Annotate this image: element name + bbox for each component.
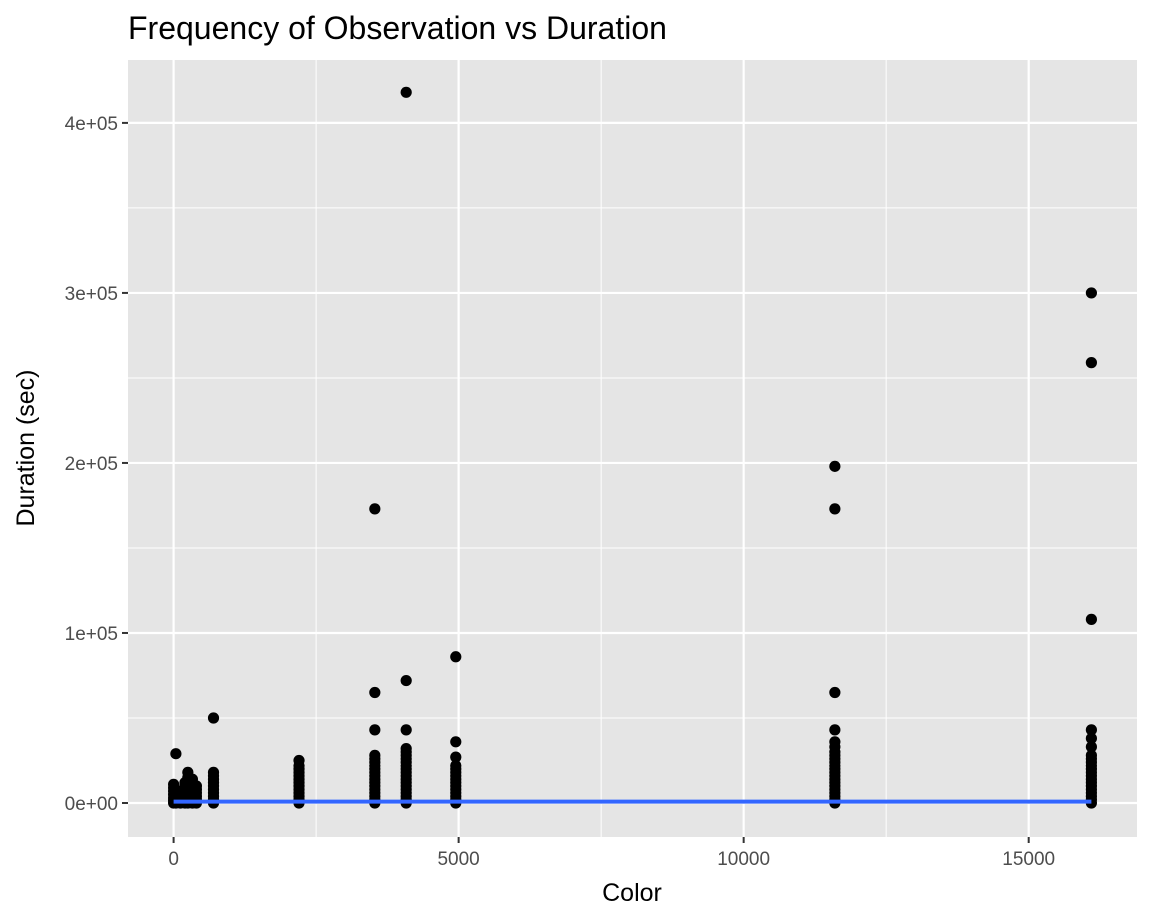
y-tick-label: 4e+05 [65, 114, 118, 135]
data-point [207, 766, 220, 778]
data-point [829, 460, 841, 472]
data-point [400, 86, 412, 98]
y-tick-label: 0e+00 [65, 794, 118, 815]
data-point [450, 751, 462, 763]
x-tick-label: 0 [168, 849, 179, 870]
data-point [369, 724, 381, 736]
y-axis-title: Duration (sec) [12, 370, 40, 527]
x-tick-label: 15000 [1002, 849, 1055, 870]
data-point [1085, 732, 1097, 744]
data-point [1085, 749, 1097, 761]
data-point [450, 651, 462, 663]
data-point [450, 759, 462, 772]
data-point [369, 749, 381, 761]
x-axis-ticks: 0 5000 10000 15000 [168, 837, 1055, 870]
data-point [829, 686, 841, 699]
data-point [1085, 613, 1097, 625]
data-point [207, 712, 220, 724]
data-point [829, 724, 841, 736]
data-point [1085, 287, 1097, 299]
x-axis-title: Color [602, 879, 662, 907]
y-tick-label: 1e+05 [65, 624, 118, 645]
data-point [1085, 741, 1097, 753]
x-tick-label: 5000 [437, 849, 479, 870]
plot-panel [128, 60, 1137, 837]
data-point [400, 724, 412, 736]
data-point [829, 503, 841, 515]
y-axis-ticks: 0e+00 1e+05 2e+05 3e+05 4e+05 [65, 114, 128, 815]
minor-gridlines [128, 60, 1137, 837]
data-point [400, 674, 412, 687]
data-point [293, 754, 305, 767]
data-point [170, 748, 182, 760]
data-point [190, 780, 203, 792]
data-point [369, 686, 381, 699]
data-point [1085, 357, 1097, 369]
x-tick-label: 10000 [717, 849, 770, 870]
data-point [829, 736, 841, 748]
y-tick-label: 3e+05 [65, 284, 118, 305]
data-point [450, 736, 462, 748]
data-point [168, 778, 180, 790]
chart-title: Frequency of Observation vs Duration [128, 10, 667, 46]
y-tick-label: 2e+05 [65, 454, 118, 475]
data-point [400, 742, 412, 755]
data-point [1085, 724, 1097, 736]
data-point [369, 503, 381, 515]
data-points [168, 86, 1097, 809]
